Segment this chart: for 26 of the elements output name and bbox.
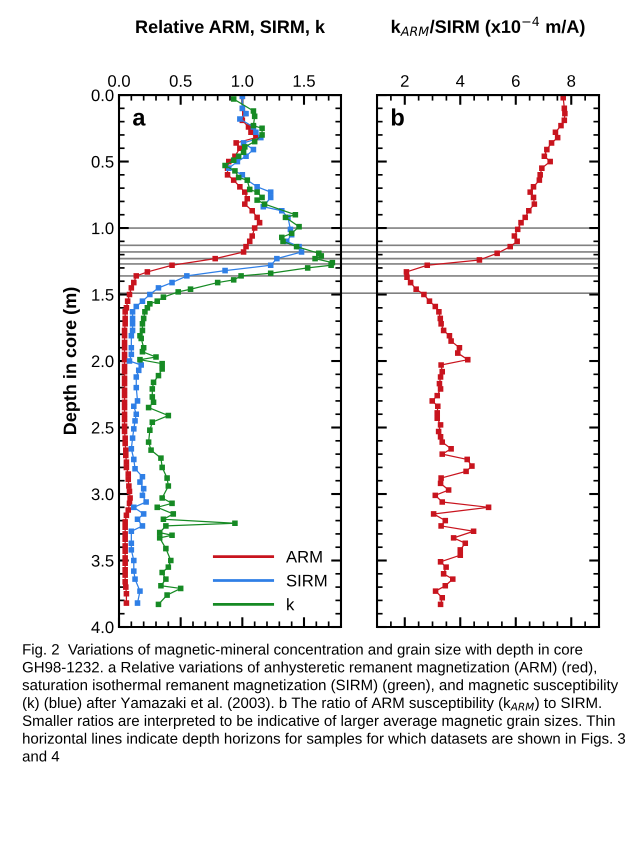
- legend-label: SIRM: [286, 574, 326, 587]
- x-tick-label: 0.0: [108, 75, 130, 87]
- y-tick-label: 3.5: [92, 554, 114, 567]
- annotation: b: [392, 108, 404, 126]
- x-tick-label: 8: [567, 75, 576, 87]
- y-tick-label: 1.0: [92, 222, 114, 234]
- x-tick-label: 2: [400, 75, 409, 87]
- x-tick-label: 6: [512, 75, 520, 87]
- x-tick-label: 4: [456, 75, 464, 87]
- annotation: a: [133, 112, 146, 126]
- y-tick-label: 3.0: [92, 488, 114, 500]
- x-axis-title: Relative ARM, SIRM, k: [136, 20, 325, 36]
- y-tick-label: 2.0: [92, 355, 114, 368]
- legend-label: k: [287, 598, 294, 610]
- x-tick-label: 1.0: [232, 75, 254, 87]
- x-tick-label: 1.5: [294, 75, 315, 87]
- y-tick-label: 0.0: [92, 89, 114, 102]
- text: Fig. 2 Variations of magnetic-mineral concentration and grain size with depth in core GH98-1232. a Relative variations of anhysteretic remanent magnetization (ARM) (red), saturation isothermal remanent magnetization (SIRM) (green), and magnetic susceptibility (k) (blue) after Yamazaki et al. (2003). b The ratio of ARM susceptibility (k$_{ARM}$) to SIRM. Smaller ratios are interpreted to be indicative of larger average magnetic grain sizes. Thin horizontal lines indicate depth horizons for samples for which datasets are shown in Figs. 3 and 4: [22, 644, 626, 762]
- y-tick-label: 2.5: [92, 422, 114, 434]
- y-tick-label: 1.5: [92, 289, 114, 301]
- y-axis-title: Depth in core (m): [63, 288, 80, 434]
- x-tick-label: 0.5: [170, 75, 192, 87]
- legend-label: ARM: [286, 551, 322, 562]
- y-tick-label: 0.5: [92, 156, 114, 168]
- x-axis-title: k$_{ARM}$/SIRM (x10$^{−4}$ m/A): [392, 16, 584, 37]
- y-tick-label: 4.0: [91, 621, 114, 634]
